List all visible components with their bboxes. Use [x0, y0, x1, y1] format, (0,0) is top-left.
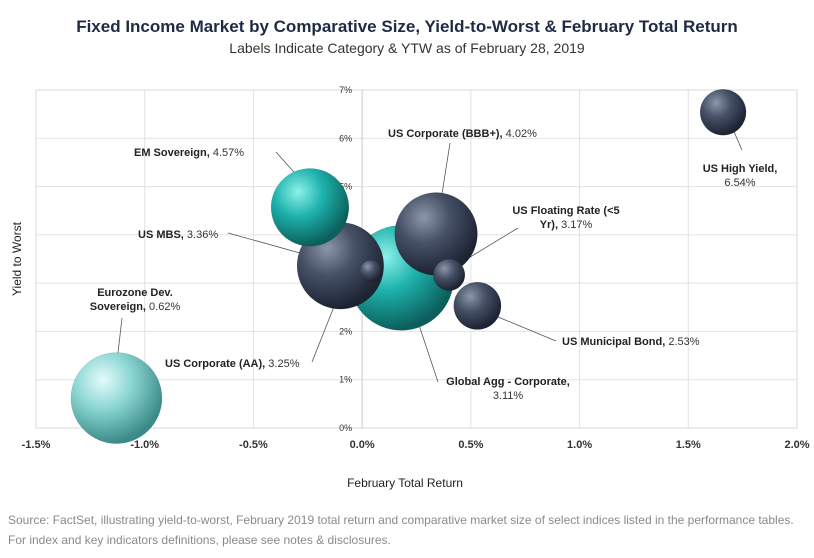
svg-text:6.54%: 6.54% [724, 177, 755, 189]
point-label: US Floating Rate (<5 Yr), 3.17% [512, 205, 619, 231]
point-label: US Corporate (BBB+), 4.02% [388, 128, 537, 140]
svg-text:US MBS, 3.36%: US MBS, 3.36% [138, 229, 218, 241]
svg-text:US High Yield,: US High Yield, [703, 163, 778, 175]
point-label: US Corporate (AA), 3.25% [165, 358, 300, 370]
svg-text:Eurozone Dev.: Eurozone Dev. [97, 287, 173, 299]
svg-text:US Municipal Bond, 2.53%: US Municipal Bond, 2.53% [562, 336, 700, 348]
chart-title: Fixed Income Market by Comparative Size,… [76, 17, 738, 36]
point-label: US High Yield, 6.54% [703, 163, 778, 189]
x-tick-label: 1.0% [567, 439, 592, 451]
x-tick-label: 2.0% [784, 439, 809, 451]
point-label: US Municipal Bond, 2.53% [562, 336, 700, 348]
bubble [70, 352, 163, 444]
svg-text:US Corporate (BBB+), 4.02%: US Corporate (BBB+), 4.02% [388, 128, 537, 140]
point-label: Global Agg - Corporate, 3.11% [446, 376, 570, 402]
bubble [359, 259, 382, 283]
svg-text:Global Agg - Corporate,: Global Agg - Corporate, [446, 376, 570, 388]
x-tick-labels: -1.5% -1.0% -0.5% 0.0% 0.5% 1.0% 1.5% 2.0% [22, 439, 810, 451]
svg-text:Sovereign, 0.62%: Sovereign, 0.62% [90, 301, 181, 313]
source-note: Source: FactSet, illustrating yield-to-w… [8, 513, 794, 547]
y-tick-label: 6% [339, 133, 352, 143]
point-label: Eurozone Dev. Sovereign, 0.62% [90, 287, 181, 313]
bubbles [70, 88, 747, 444]
svg-text:3.11%: 3.11% [493, 390, 524, 402]
bubble-chart: Fixed Income Market by Comparative Size,… [10, 17, 810, 490]
point-label: EM Sovereign, 4.57% [134, 147, 244, 159]
leader-line [461, 227, 519, 263]
y-axis-title: Yield to Worst [10, 221, 24, 296]
x-tick-label: -1.5% [22, 439, 51, 451]
bubble [433, 258, 466, 291]
svg-text:US Floating Rate (<5: US Floating Rate (<5 [512, 205, 619, 217]
x-tick-label: -1.0% [130, 439, 159, 451]
bubble [394, 192, 478, 276]
svg-text:EM Sovereign, 4.57%: EM Sovereign, 4.57% [134, 147, 244, 159]
bubble [270, 168, 350, 247]
x-tick-label: 0.5% [458, 439, 483, 451]
x-tick-label: 0.0% [350, 439, 375, 451]
svg-text:US Corporate (AA), 3.25%: US Corporate (AA), 3.25% [165, 358, 300, 370]
x-tick-label: 1.5% [676, 439, 701, 451]
x-axis-title: February Total Return [347, 476, 463, 490]
y-tick-label: 1% [339, 375, 352, 385]
y-tick-label: 2% [339, 326, 352, 336]
point-label: US MBS, 3.36% [138, 229, 218, 241]
y-tick-label: 0% [339, 423, 352, 433]
bubble [699, 88, 747, 136]
chart-subtitle: Labels Indicate Category & YTW as of Feb… [229, 40, 585, 56]
svg-text:Yr), 3.17%: Yr), 3.17% [540, 219, 593, 231]
data-labels: US High Yield, 6.54% US Corporate (BBB+), … [90, 128, 778, 402]
y-tick-label: 5% [339, 182, 352, 192]
x-tick-label: -0.5% [239, 439, 268, 451]
bubble [453, 281, 502, 330]
y-tick-label: 7% [339, 85, 352, 95]
